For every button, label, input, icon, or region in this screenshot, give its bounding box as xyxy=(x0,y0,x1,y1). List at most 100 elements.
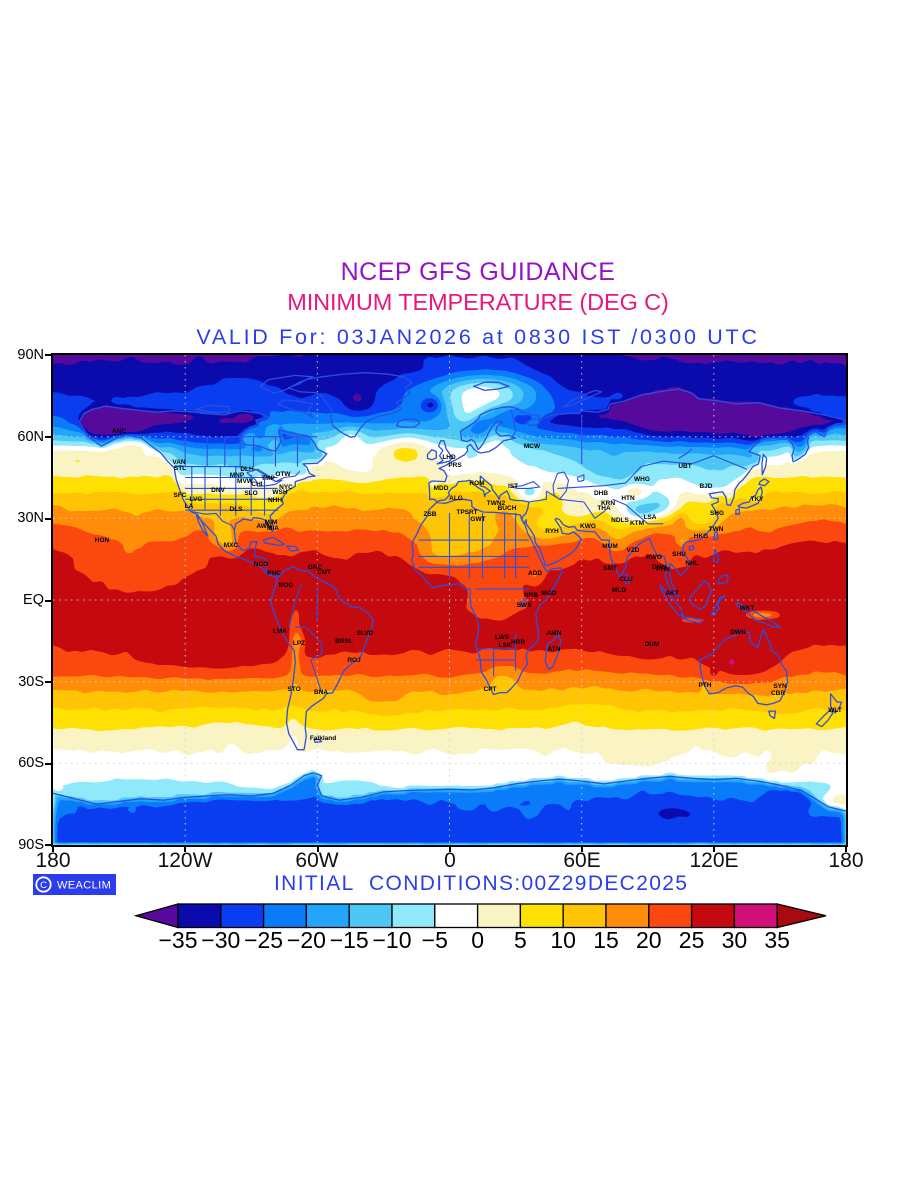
svg-text:DWN: DWN xyxy=(730,629,746,636)
svg-text:30: 30 xyxy=(722,927,748,953)
svg-text:PRS: PRS xyxy=(448,462,462,469)
svg-text:UBT: UBT xyxy=(678,463,691,470)
svg-text:HON: HON xyxy=(95,537,110,544)
svg-text:WHG: WHG xyxy=(634,476,650,483)
svg-text:SFC: SFC xyxy=(174,492,187,499)
svg-text:SYN: SYN xyxy=(773,683,787,690)
svg-text:CHI: CHI xyxy=(251,481,262,488)
svg-text:MLD: MLD xyxy=(612,587,626,594)
svg-text:LWS: LWS xyxy=(495,634,510,641)
svg-text:C: C xyxy=(40,880,47,891)
svg-text:25: 25 xyxy=(679,927,705,953)
svg-text:ROM: ROM xyxy=(469,480,484,487)
svg-text:TMP: TMP xyxy=(261,475,275,482)
svg-text:WLT: WLT xyxy=(828,707,842,714)
svg-text:DLH: DLH xyxy=(240,466,254,473)
svg-text:STL: STL xyxy=(174,465,186,472)
svg-text:IST: IST xyxy=(508,483,518,490)
svg-text:−15: −15 xyxy=(330,927,369,953)
svg-text:LSK: LSK xyxy=(499,642,512,649)
svg-text:LPZ: LPZ xyxy=(293,640,305,647)
svg-text:BOG: BOG xyxy=(279,582,294,589)
svg-text:PTH: PTH xyxy=(699,682,712,689)
svg-text:MVW: MVW xyxy=(237,478,254,485)
svg-text:WSH: WSH xyxy=(272,489,287,496)
svg-text:DNV: DNV xyxy=(211,487,225,494)
svg-text:CMT: CMT xyxy=(317,569,331,576)
svg-text:MDD: MDD xyxy=(434,485,449,492)
svg-text:AWN: AWN xyxy=(256,523,271,530)
svg-text:DUM: DUM xyxy=(645,641,660,648)
svg-text:−10: −10 xyxy=(372,927,411,953)
svg-text:35: 35 xyxy=(764,927,790,953)
svg-text:KRN: KRN xyxy=(601,500,615,507)
svg-text:WKT: WKT xyxy=(740,605,755,612)
svg-text:BJD: BJD xyxy=(699,483,712,490)
svg-text:KTM: KTM xyxy=(630,520,644,527)
svg-text:OTW: OTW xyxy=(275,471,291,478)
svg-text:CLU: CLU xyxy=(619,576,633,583)
svg-text:SMT: SMT xyxy=(603,565,617,572)
svg-text:LMA: LMA xyxy=(273,628,287,635)
svg-text:TWN2: TWN2 xyxy=(487,500,506,507)
svg-text:MUM: MUM xyxy=(602,543,618,550)
svg-text:MNP: MNP xyxy=(230,472,245,479)
svg-text:PHN: PHN xyxy=(656,566,670,573)
svg-text:MXC: MXC xyxy=(224,542,239,549)
svg-text:NDLS: NDLS xyxy=(611,517,629,524)
svg-text:NHH: NHH xyxy=(268,497,282,504)
svg-text:NYC: NYC xyxy=(279,484,293,491)
svg-text:ANC: ANC xyxy=(112,428,126,435)
svg-text:MIM: MIM xyxy=(265,519,278,526)
svg-text:RYH: RYH xyxy=(545,528,559,535)
svg-text:10: 10 xyxy=(550,927,576,953)
svg-text:NRB: NRB xyxy=(524,592,538,599)
svg-text:THA: THA xyxy=(597,505,611,512)
svg-text:STO: STO xyxy=(287,686,300,693)
svg-text:KWG: KWG xyxy=(580,523,596,530)
svg-text:TKY: TKY xyxy=(751,496,765,503)
svg-text:0: 0 xyxy=(471,927,484,953)
svg-text:BUCH: BUCH xyxy=(498,505,517,512)
svg-text:15: 15 xyxy=(593,927,619,953)
svg-text:GWT: GWT xyxy=(470,516,485,523)
svg-text:TWN: TWN xyxy=(709,526,724,533)
svg-text:VAN: VAN xyxy=(172,459,186,466)
svg-text:WEACLIM: WEACLIM xyxy=(57,880,111,892)
svg-text:BNA: BNA xyxy=(314,689,328,696)
svg-text:SHU: SHU xyxy=(672,551,686,558)
svg-text:−20: −20 xyxy=(287,927,326,953)
svg-text:−25: −25 xyxy=(244,927,283,953)
svg-text:−5: −5 xyxy=(422,927,448,953)
svg-text:ROJ: ROJ xyxy=(347,657,361,664)
svg-text:DHB: DHB xyxy=(594,490,608,497)
svg-text:−30: −30 xyxy=(201,927,240,953)
svg-text:SLVD: SLVD xyxy=(357,630,374,637)
svg-text:DNN: DNN xyxy=(652,564,666,571)
svg-text:RWO: RWO xyxy=(646,554,662,561)
svg-text:BRSL: BRSL xyxy=(335,638,353,645)
svg-text:LHD: LHD xyxy=(442,454,456,461)
svg-text:HTN: HTN xyxy=(621,495,635,502)
svg-text:MIA: MIA xyxy=(267,525,279,532)
svg-text:GRC: GRC xyxy=(308,564,323,571)
svg-text:PNC: PNC xyxy=(267,570,281,577)
svg-text:LSA: LSA xyxy=(644,514,657,521)
svg-text:VZD: VZD xyxy=(627,547,640,554)
svg-text:AKT: AKT xyxy=(665,590,678,597)
svg-text:ADD: ADD xyxy=(528,570,542,577)
svg-text:LA: LA xyxy=(185,503,194,510)
svg-text:SLO: SLO xyxy=(244,490,257,497)
svg-text:Falkland: Falkland xyxy=(310,735,336,742)
svg-text:HKG: HKG xyxy=(694,533,708,540)
svg-text:SHG: SHG xyxy=(710,510,724,517)
svg-text:5: 5 xyxy=(514,927,527,953)
svg-text:DLS: DLS xyxy=(230,506,244,513)
svg-text:−35: −35 xyxy=(158,927,197,953)
svg-text:ZSB: ZSB xyxy=(424,511,437,518)
svg-text:NCO: NCO xyxy=(254,561,268,568)
svg-text:SWS: SWS xyxy=(517,602,532,609)
svg-text:NHL: NHL xyxy=(685,560,698,567)
svg-text:LVG: LVG xyxy=(190,496,203,503)
svg-text:MGD: MGD xyxy=(541,590,556,597)
